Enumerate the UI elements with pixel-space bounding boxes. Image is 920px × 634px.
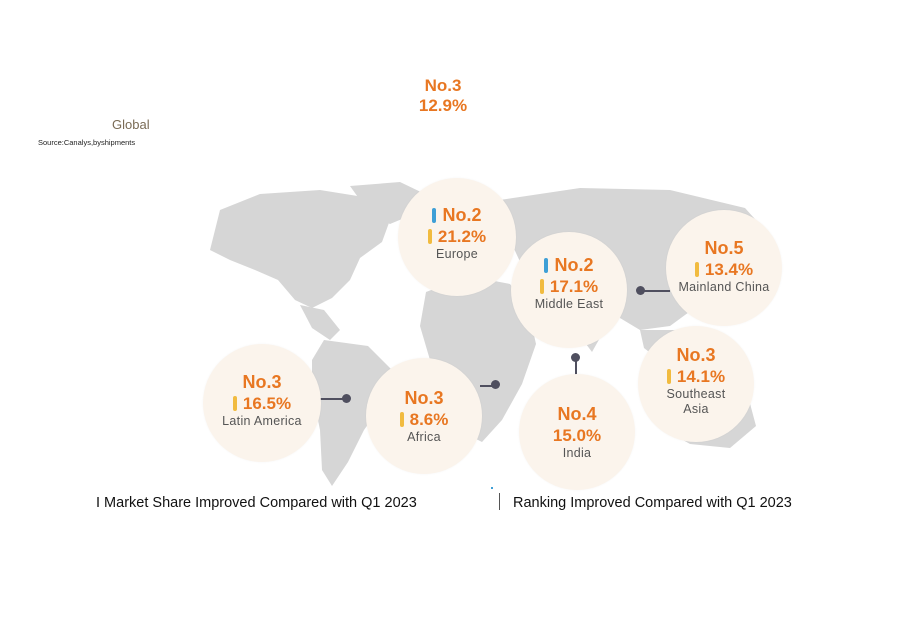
connector-china — [640, 290, 670, 292]
region-share: 16.5% — [242, 394, 292, 413]
global-summary: No.3 12.9% — [0, 76, 886, 116]
connector-dot-china — [636, 286, 645, 295]
region-bubble-africa: No.3 8.6% Africa — [366, 358, 482, 474]
region-bubble-mainland-china: No.5 13.4% Mainland China — [666, 210, 782, 326]
region-name: Mainland China — [678, 280, 770, 294]
region-share: 17.1% — [549, 277, 599, 296]
map-south-america — [312, 340, 392, 486]
region-name: Africa — [407, 430, 441, 444]
connector-dot-africa — [491, 380, 500, 389]
connector-india — [575, 358, 577, 376]
share-up-icon — [666, 369, 671, 384]
legend-divider — [499, 493, 500, 510]
global-rank: No.3 — [424, 76, 462, 95]
rank-up-icon — [544, 258, 549, 273]
legend-rank-marker — [491, 487, 493, 489]
share-up-icon — [232, 396, 237, 411]
region-share: 13.4% — [704, 260, 754, 279]
region-rank: No.3 — [676, 345, 716, 365]
map-north-america — [210, 190, 390, 308]
region-name: India — [562, 446, 592, 460]
connector-dot-latin-america — [342, 394, 351, 403]
share-up-icon — [539, 279, 544, 294]
region-rank: No.4 — [557, 404, 597, 424]
region-rank: No.2 — [554, 255, 594, 275]
region-name: Southeast Asia — [666, 387, 726, 416]
region-share: 14.1% — [676, 367, 726, 386]
connector-latin-america — [320, 398, 345, 400]
map-africa — [420, 276, 536, 442]
connector-africa — [480, 385, 495, 387]
region-bubble-latin-america: No.3 16.5% Latin America — [203, 344, 321, 462]
region-bubble-india: No.4 15.0% India — [519, 374, 635, 490]
connector-dot-india — [571, 353, 580, 362]
region-rank: No.5 — [704, 238, 744, 258]
region-bubble-europe: No.2 21.2% Europe — [398, 178, 516, 296]
global-share: 12.9% — [418, 96, 468, 115]
region-rank: No.3 — [404, 388, 444, 408]
region-share: 15.0% — [552, 426, 602, 445]
region-bubble-middle-east: No.2 17.1% Middle East — [511, 232, 627, 348]
legend-rank-improved: Ranking Improved Compared with Q1 2023 — [513, 495, 792, 511]
share-up-icon — [399, 412, 404, 427]
region-name: Latin America — [222, 414, 302, 428]
legend-share-improved: I Market Share Improved Compared with Q1… — [96, 495, 417, 511]
region-name: Europe — [435, 247, 479, 261]
share-up-icon — [694, 262, 699, 277]
map-central-america — [300, 305, 340, 340]
source-note: Source:Canalys,byshipments — [38, 138, 136, 147]
region-rank: No.2 — [442, 205, 482, 225]
share-up-icon — [427, 229, 432, 244]
region-bubble-southeast-asia: No.3 14.1% Southeast Asia — [638, 326, 754, 442]
region-rank: No.3 — [242, 372, 282, 392]
region-share: 21.2% — [437, 227, 487, 246]
global-label: Global — [112, 117, 150, 132]
region-name: Middle East — [534, 297, 604, 311]
region-share: 8.6% — [409, 410, 449, 429]
rank-up-icon — [432, 208, 437, 223]
